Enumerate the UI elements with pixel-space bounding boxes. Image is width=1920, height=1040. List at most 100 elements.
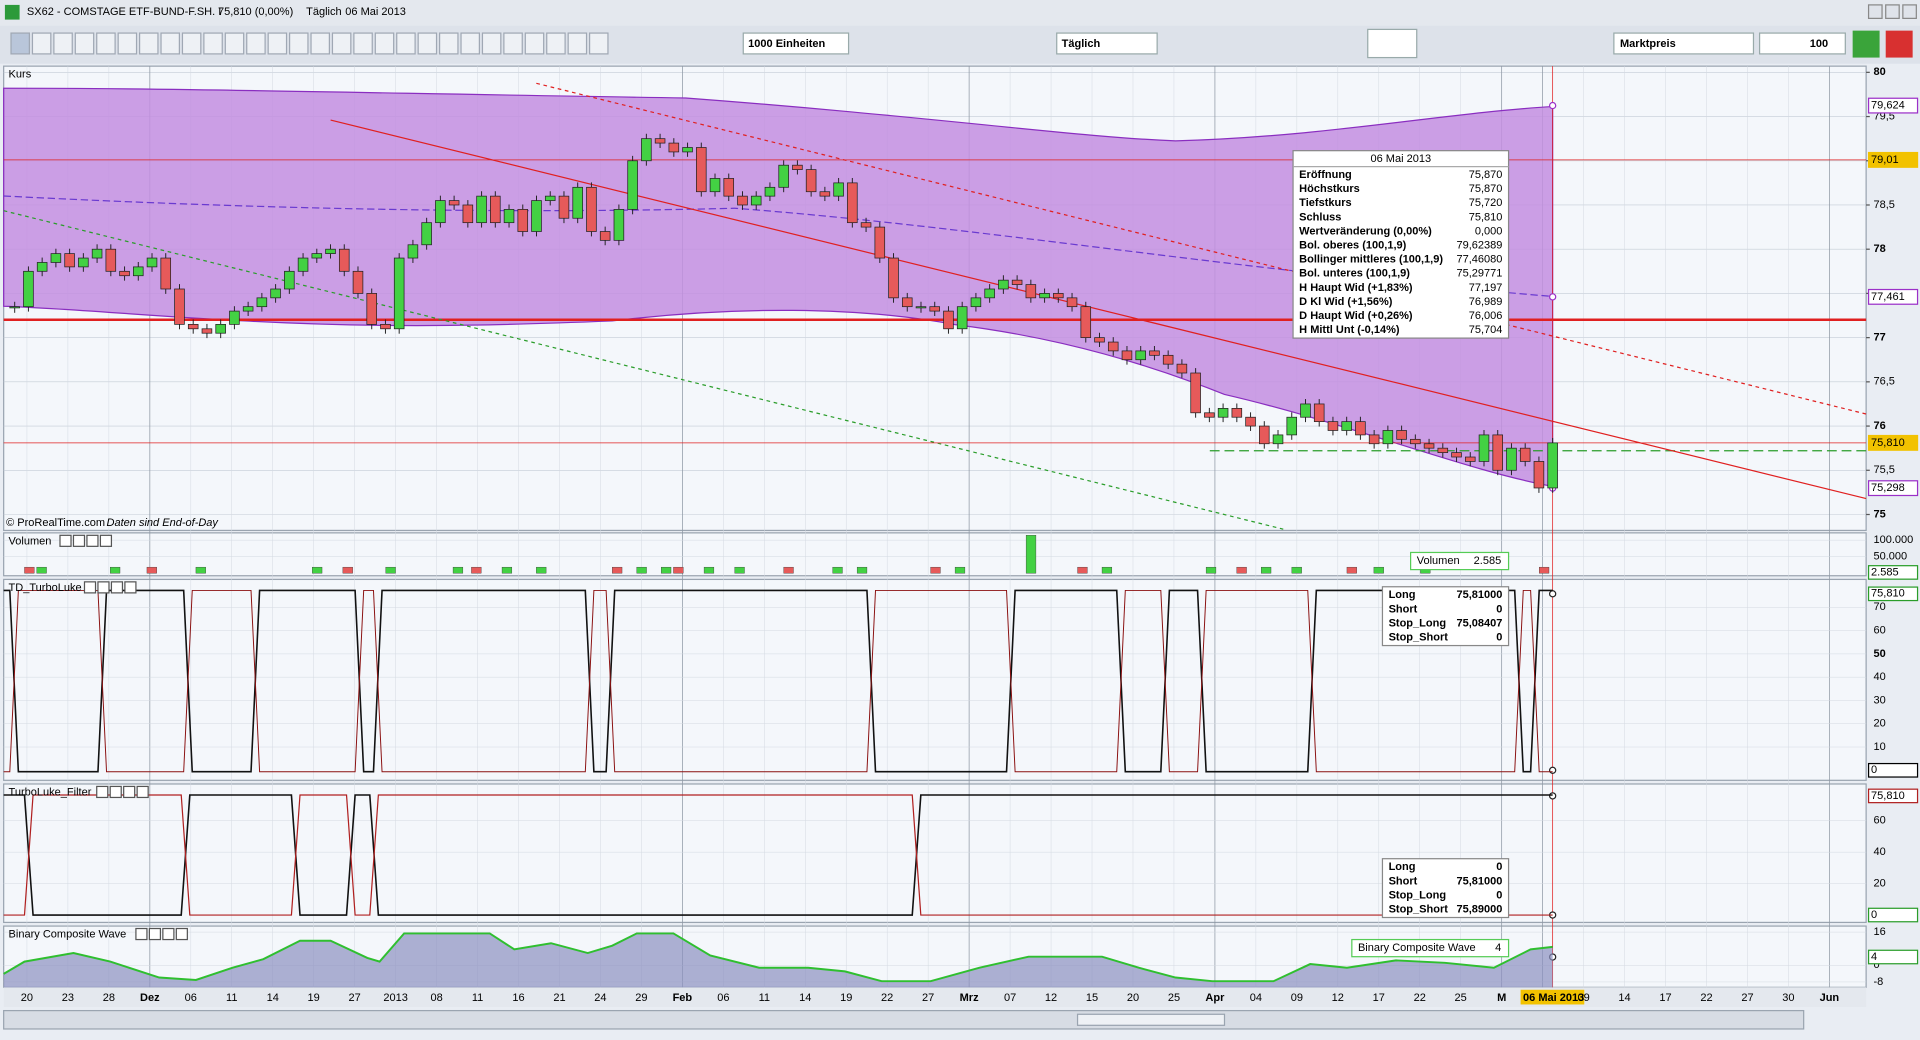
y-tick-label: 10 (1873, 741, 1885, 753)
scroll-thumb[interactable] (1076, 1013, 1226, 1026)
panel-button[interactable] (86, 534, 99, 547)
close-button[interactable] (1902, 4, 1917, 19)
candle (1492, 434, 1503, 471)
tool-button[interactable] (417, 32, 438, 55)
y-tick-label: 78 (1873, 243, 1885, 255)
quantity-input[interactable] (1758, 32, 1846, 55)
indicator-button[interactable] (1367, 28, 1418, 59)
candle (1135, 350, 1146, 361)
tool-button[interactable] (588, 32, 609, 55)
tool-button[interactable] (74, 32, 95, 55)
tool-button[interactable] (438, 32, 459, 55)
price-label: 75,298 (1871, 482, 1905, 494)
tool-button[interactable] (567, 32, 588, 55)
tool-button[interactable] (181, 32, 202, 55)
units-select[interactable] (742, 32, 850, 55)
volume-bar (1077, 566, 1088, 574)
tool-button[interactable] (481, 32, 502, 55)
x-tick-label: 2013 (383, 992, 408, 1004)
volume-bar (452, 566, 464, 574)
tool-button[interactable] (203, 32, 223, 55)
panel-button[interactable] (175, 927, 188, 941)
panel-button[interactable] (162, 927, 175, 941)
panel-button[interactable] (109, 785, 122, 799)
tool-button[interactable] (396, 32, 416, 55)
x-tick-label: 27 (1741, 992, 1753, 1004)
y-tick-label: 20 (1873, 877, 1885, 889)
x-tick-label: 22 (1414, 992, 1426, 1004)
title-bar (0, 0, 1920, 26)
maximize-button[interactable] (1885, 4, 1900, 19)
tool-button[interactable] (267, 32, 288, 55)
x-tick-label: Feb (673, 992, 693, 1004)
tool-button[interactable] (224, 32, 245, 55)
panel-button[interactable] (148, 927, 162, 941)
volume-bar (1205, 566, 1217, 574)
tool-button[interactable] (331, 32, 352, 55)
tool-button[interactable] (160, 32, 180, 55)
tool-button[interactable] (374, 32, 395, 55)
panel-button[interactable] (110, 581, 124, 594)
tool-button[interactable] (524, 32, 545, 55)
candle (1162, 354, 1174, 365)
tool-button[interactable] (138, 32, 159, 55)
legend-box (1410, 551, 1510, 571)
candle (393, 257, 405, 330)
panel-button[interactable] (99, 534, 113, 547)
candle (352, 270, 364, 294)
volume-bar (783, 566, 794, 574)
tool-button[interactable] (460, 32, 480, 55)
tool-button[interactable] (503, 32, 523, 55)
x-tick-label: 06 (185, 992, 197, 1004)
panel-button[interactable] (83, 581, 97, 594)
volume-bar (1291, 566, 1302, 574)
bollinger-middle (3, 195, 1553, 298)
panel-button[interactable] (97, 581, 110, 594)
x-tick-label: 14 (1618, 992, 1630, 1004)
candle (256, 297, 268, 308)
y-tick-label: 70 (1873, 601, 1885, 613)
buy-button[interactable] (1852, 30, 1880, 58)
candle (1121, 350, 1133, 361)
interval-select[interactable] (1056, 32, 1158, 55)
panel-button[interactable] (123, 785, 136, 799)
tool-button[interactable] (288, 32, 309, 55)
tooltip-row-value: 77,197 (1469, 282, 1503, 294)
x-tick-label: Jun (1820, 992, 1840, 1004)
tool-button[interactable] (546, 32, 566, 55)
tool-button[interactable] (10, 32, 30, 55)
panel-button[interactable] (59, 534, 72, 547)
x-tick-label: 12 (1045, 992, 1057, 1004)
y-tick-label: 16 (1873, 926, 1885, 938)
tool-button[interactable] (53, 32, 73, 55)
minimize-button[interactable] (1867, 4, 1883, 19)
candle (572, 186, 583, 219)
candle (750, 195, 762, 206)
panel-button[interactable] (72, 534, 86, 547)
x-tick-label: Apr (1205, 992, 1225, 1004)
order-type-select[interactable] (1613, 32, 1755, 55)
panel-button[interactable] (96, 785, 109, 799)
tool-button[interactable] (31, 32, 52, 55)
candle (929, 306, 940, 312)
last-value-label: 2.585 (1871, 566, 1899, 578)
tool-button[interactable] (310, 32, 330, 55)
marks (3, 101, 1867, 988)
tool-button[interactable] (117, 32, 138, 55)
box-value: 0 (1496, 889, 1502, 901)
scrollbar[interactable] (3, 1009, 1805, 1030)
candle (36, 262, 48, 272)
panel-button[interactable] (124, 581, 137, 594)
sell-button[interactable] (1885, 30, 1913, 58)
price-label: 77,461 (1871, 291, 1905, 303)
volume-bar (1373, 566, 1384, 574)
tool-button[interactable] (353, 32, 373, 55)
panel-button[interactable] (136, 785, 149, 799)
panel-button[interactable] (135, 927, 148, 941)
turboluke-panel (3, 578, 1867, 781)
last-value-box (1867, 565, 1919, 580)
box-name: Stop_Short (1389, 903, 1449, 915)
tool-button[interactable] (96, 32, 116, 55)
candle (860, 222, 872, 228)
tool-button[interactable] (246, 32, 266, 55)
